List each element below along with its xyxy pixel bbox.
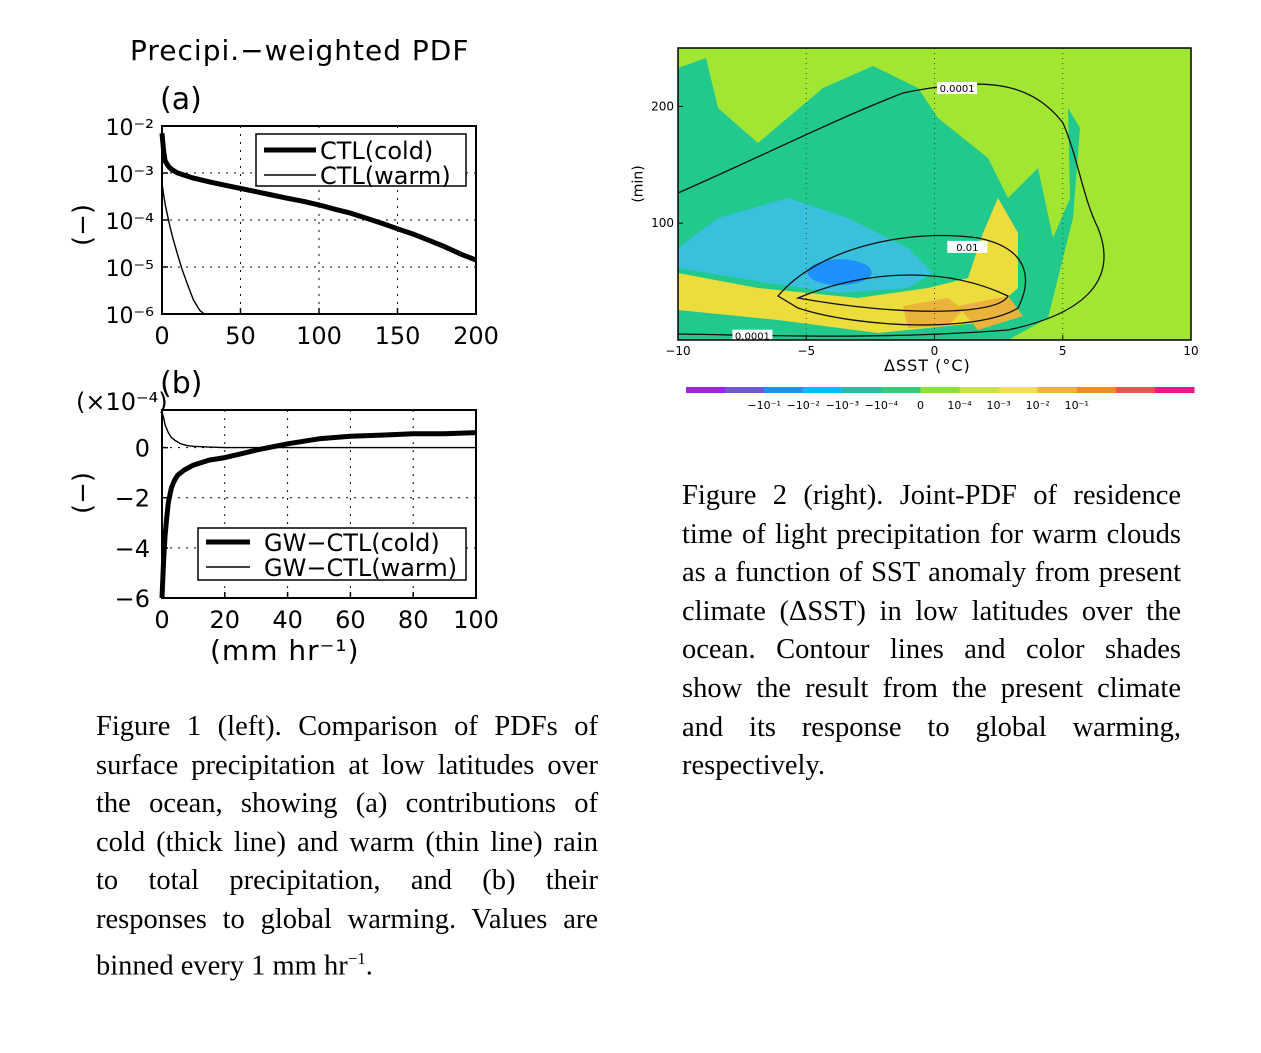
x-tick-label: 20	[210, 606, 241, 634]
colorbar-label: 10⁻¹	[1065, 399, 1089, 412]
series-line-GW−CTL(cold)	[159, 430, 477, 599]
x-tick-label: −10	[665, 344, 690, 358]
colorbar-label: 0	[917, 399, 924, 412]
x-tick-label: 100	[453, 606, 499, 634]
figure2-plot: 0.0001 0.01 0.0001 −10 −5 0 5 10 100 200 −10⁻¹ −10⁻…	[651, 47, 1199, 412]
panel-b-xlabel: (mm hr⁻¹)	[210, 634, 360, 667]
contour-label: 0.01	[956, 243, 978, 254]
heatmap-region-blue	[807, 259, 872, 286]
x-tick-label: 60	[335, 606, 366, 634]
legend: CTL(cold)CTL(warm)	[255, 133, 467, 190]
colorbar-swatch	[998, 387, 1039, 393]
y-tick-label: 10⁻⁴	[106, 210, 155, 235]
colorbar-label: 10⁻³	[987, 399, 1011, 412]
x-tick-label: −5	[797, 344, 815, 358]
colorbar-label: 10⁻²	[1026, 399, 1050, 412]
x-tick-label: 5	[1059, 344, 1067, 358]
x-tick-label: 0	[154, 606, 169, 634]
colorbar-swatch	[881, 387, 921, 393]
y-tick-label: 10⁻⁵	[106, 257, 154, 282]
figure2-ylabel: (min)	[630, 165, 647, 203]
panel-a-label: (a)	[160, 82, 202, 117]
y-tick-label: 0	[135, 435, 150, 463]
colorbar-swatch	[686, 387, 726, 393]
x-tick-label: 80	[398, 606, 429, 634]
contour-label-box	[937, 82, 978, 95]
colorbar-swatch	[842, 387, 882, 393]
x-tick-label: 150	[375, 322, 421, 350]
figure1-plots: 0 50 100 150 20010⁻²10⁻³10⁻⁴10⁻⁵10⁻⁶CTL(cold…	[106, 116, 499, 634]
figure1-caption: Figure 1 (left). Comparison of PDFs of s…	[96, 708, 598, 986]
colorbar-swatch	[1076, 387, 1117, 393]
colorbar-label: −10⁻³	[826, 399, 859, 412]
colorbar-swatch	[803, 387, 843, 393]
colorbar-swatch	[920, 387, 961, 393]
panel-b-label: (b)	[160, 366, 203, 401]
figure2-caption: Figure 2 (right). Joint-PDF of residence…	[682, 477, 1181, 786]
colorbar-label: 10⁻⁴	[947, 399, 972, 412]
colorbar-swatch	[725, 387, 765, 393]
heatmap-region-orange	[903, 298, 963, 328]
y-tick-label: 10⁻⁶	[106, 304, 155, 329]
figure1-caption-superscript: −1	[347, 948, 366, 968]
legend: GW−CTL(cold)GW−CTL(warm)	[197, 527, 467, 582]
contour-line	[677, 83, 1105, 337]
contour-label-box	[732, 329, 773, 342]
colorbar-label: −10⁻⁴	[865, 399, 899, 412]
colorbar-swatch	[1037, 387, 1078, 393]
colorbar-label: −10⁻²	[787, 399, 820, 412]
plot-frame	[161, 409, 477, 599]
x-tick-label: 10	[1183, 344, 1198, 358]
series-line-CTL(warm)	[161, 183, 205, 315]
figure1-caption-text: Figure 1 (left). Comparison of PDFs of s…	[96, 711, 598, 982]
contour-line	[795, 274, 1009, 312]
legend-label: CTL(cold)	[320, 137, 433, 165]
y-tick-label: −6	[115, 585, 150, 613]
colorbar-swatch	[764, 387, 804, 393]
heatmap-region-yellow	[678, 198, 1018, 333]
contour-label: 0.0001	[735, 332, 770, 343]
legend-label: GW−CTL(cold)	[264, 529, 440, 557]
figure1-title: Precipi.−weighted PDF	[130, 34, 470, 67]
legend-box	[197, 527, 467, 581]
series-line-GW−CTL(warm)	[161, 412, 476, 449]
x-tick-label: 40	[272, 606, 303, 634]
contour-label: 0.0001	[940, 84, 975, 95]
x-tick-label: 50	[225, 322, 256, 350]
y-tick-label: 100	[651, 216, 674, 230]
colorbar-label: −10⁻¹	[747, 399, 780, 412]
panel-b-scale: (×10⁻⁴)	[76, 388, 168, 416]
x-tick-label: 0	[931, 344, 939, 358]
figure2-caption-text: Figure 2 (right). Joint-PDF of residence…	[682, 480, 1181, 782]
legend-box	[255, 133, 467, 187]
contour-line	[777, 234, 1026, 326]
legend-label: GW−CTL(warm)	[264, 554, 457, 582]
contour-label-box	[947, 240, 988, 253]
x-tick-label: 0	[154, 322, 169, 350]
y-tick-label: −2	[115, 485, 150, 513]
figure2-xlabel: ΔSST (°C)	[884, 356, 971, 375]
panel-b-ylabel: (−)	[68, 471, 99, 515]
y-tick-label: −4	[115, 535, 150, 563]
colorbar-swatch	[1115, 387, 1156, 393]
panel-b-plot: 0 20 40 60 80 100 0 −2 −4 −6 GW−CTL(cold)GW−CTL(wa…	[115, 409, 499, 634]
y-tick-label: 10⁻³	[106, 163, 154, 188]
legend-label: CTL(warm)	[320, 162, 451, 190]
figure1-caption-period: .	[365, 950, 373, 982]
colorbar-swatch	[959, 387, 1000, 393]
y-tick-label: 200	[651, 99, 674, 113]
panel-a-plot: 0 50 100 150 200 10⁻² 10⁻³ 10⁻⁴ 10⁻⁵ 10⁻⁶ CTL(cold…	[106, 116, 499, 350]
x-tick-label: 200	[453, 322, 499, 350]
x-tick-label: 100	[296, 322, 342, 350]
series-line-CTL(cold)	[159, 133, 477, 263]
colorbar-swatch	[1154, 387, 1195, 393]
y-tick-label: 10⁻²	[106, 116, 154, 141]
